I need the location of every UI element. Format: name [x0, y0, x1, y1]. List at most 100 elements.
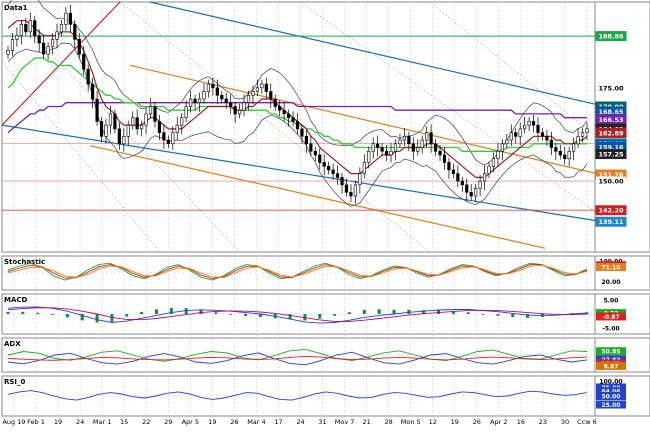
candle-body — [545, 136, 549, 141]
x-tick-label: 30 — [561, 418, 569, 426]
candle-body — [505, 139, 509, 145]
candle-body — [171, 132, 175, 145]
candle-body — [246, 94, 251, 104]
candle-body — [327, 165, 331, 171]
indicator-label: -5.00 — [602, 326, 619, 333]
price-label-box — [595, 128, 627, 139]
candle-body — [68, 12, 72, 25]
macd-histogram-bar — [437, 310, 441, 314]
price-label: 139.11 — [598, 218, 624, 226]
indicator-label: 50.85 — [602, 349, 621, 356]
candle-body — [340, 177, 344, 186]
candle-body — [291, 117, 295, 122]
indicator-label-box — [596, 277, 626, 286]
candle-body — [28, 20, 32, 33]
indicator-label: 8.87 — [604, 363, 619, 370]
candle-body — [371, 143, 375, 152]
macd-histogram-bar — [288, 314, 292, 320]
x-tick-label: 29 — [164, 418, 172, 426]
macd-histogram-bar — [303, 314, 307, 321]
candle-body — [108, 113, 113, 126]
candle-body — [50, 39, 55, 48]
candle-body — [224, 98, 228, 104]
x-tick-label: Mov 7 — [335, 418, 355, 426]
candle-body — [251, 91, 255, 96]
candle-body — [335, 173, 340, 178]
macd-histogram-bar — [125, 314, 129, 317]
candle-body — [469, 191, 473, 197]
candle-body — [429, 132, 433, 145]
candle-body — [37, 35, 41, 44]
trendline-blue-lower — [1, 124, 606, 223]
candle-body — [273, 98, 277, 107]
candle-body — [33, 20, 37, 36]
candle-body — [554, 147, 558, 152]
panel-title-0: Data1 — [4, 4, 28, 12]
indicator-series-line — [7, 348, 588, 362]
candle-body — [24, 24, 28, 33]
candle-body — [55, 31, 59, 40]
candle-body — [500, 143, 504, 152]
candle-body — [358, 173, 362, 186]
indicator-series-line — [7, 355, 588, 361]
fan-line — [429, 1, 606, 145]
macd-histogram-bar — [21, 311, 25, 314]
indicator-series-line — [7, 390, 588, 401]
candle-body — [549, 139, 553, 148]
candle-body — [456, 173, 460, 182]
candle-body — [398, 139, 402, 145]
candle-body — [563, 154, 567, 160]
x-tick-label: 31 — [318, 418, 326, 426]
candle-body — [64, 12, 68, 25]
candle-body — [331, 169, 335, 174]
candle-body — [77, 39, 81, 55]
candle-body — [162, 132, 166, 141]
candle-body — [10, 39, 15, 51]
macd-histogram-bar — [244, 314, 248, 317]
candle-body — [282, 109, 286, 115]
price-label-box — [596, 176, 626, 186]
price-label-box — [595, 216, 627, 227]
indicator-label: -0.87 — [602, 314, 619, 321]
candle-body — [384, 150, 389, 156]
x-tick-label: 12 — [429, 418, 437, 426]
indicator-series-line — [7, 307, 588, 322]
panel-title-3: ADX — [4, 340, 21, 348]
candle-body — [46, 46, 50, 55]
candle-body — [206, 83, 211, 92]
candle-body — [95, 98, 99, 122]
candle-body — [295, 121, 300, 130]
candle-body — [211, 83, 215, 89]
x-tick-label: 19 — [451, 418, 459, 426]
price-label-box — [595, 149, 627, 160]
fan-line — [1, 61, 161, 253]
candle-body — [407, 136, 411, 145]
indicator-label-box — [596, 324, 626, 333]
x-tick-label: 21 — [362, 418, 370, 426]
candle-body — [180, 117, 184, 126]
candle-body — [433, 143, 438, 152]
macd-histogram-bar — [214, 312, 218, 314]
x-tick-label: Apr 5 — [182, 418, 199, 426]
macd-histogram-bar — [377, 309, 381, 314]
price-label: 166.53 — [598, 116, 623, 124]
candle-body — [585, 128, 589, 133]
price-label-box — [595, 205, 627, 216]
candle-body — [6, 50, 10, 55]
candle-body — [126, 124, 130, 137]
candle-body — [131, 117, 135, 126]
indicator-label-box — [596, 387, 626, 396]
candle-body — [487, 165, 491, 174]
macd-histogram-bar — [481, 314, 485, 315]
candle-body — [460, 180, 464, 186]
trendline-orange-lower — [89, 145, 546, 249]
candle-body — [527, 121, 531, 126]
price-label: 162.89 — [598, 130, 624, 138]
candle-body — [580, 132, 585, 137]
candle-body — [536, 124, 540, 133]
candle-body — [153, 106, 157, 122]
price-label-box — [595, 31, 627, 42]
price-label: 150.00 — [598, 178, 624, 186]
price-label: 159.16 — [598, 143, 624, 151]
